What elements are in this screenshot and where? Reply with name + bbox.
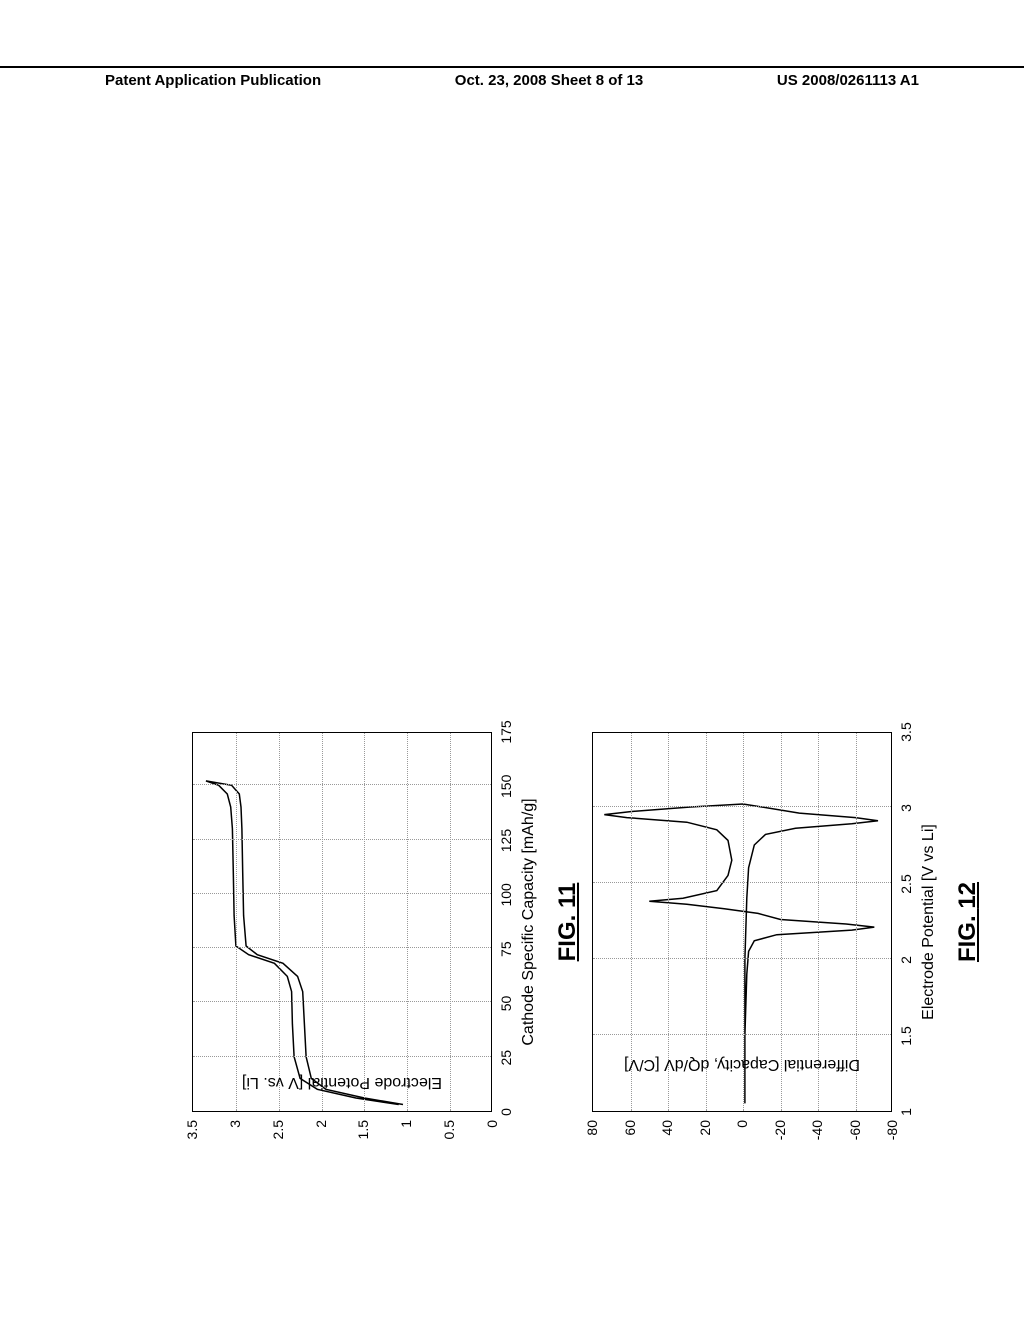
- ytick-label: 0: [484, 1120, 500, 1160]
- ytick-label: 1: [398, 1120, 414, 1160]
- ytick-label: -40: [809, 1120, 825, 1160]
- ytick-label: 2: [313, 1120, 329, 1160]
- ytick-label: 80: [584, 1120, 600, 1160]
- xtick-label: 1: [898, 1108, 914, 1116]
- xtick-label: 1.5: [898, 1026, 914, 1045]
- xtick-label: 50: [498, 996, 514, 1012]
- ytick-label: 3: [227, 1120, 243, 1160]
- ytick-label: -80: [884, 1120, 900, 1160]
- xtick-label: 175: [498, 720, 514, 743]
- ytick-label: 40: [659, 1120, 675, 1160]
- ytick-label: -60: [847, 1120, 863, 1160]
- ytick-label: 3.5: [184, 1120, 200, 1160]
- xtick-label: 150: [498, 775, 514, 798]
- figures-rotated-group: Electrode Potential [V vs. Li] Cathode S…: [132, 28, 892, 1052]
- xtick-label: 125: [498, 829, 514, 852]
- fig-12-xlabel: Electrode Potential [V vs Li]: [920, 824, 938, 1020]
- fig-12-ylabel: Differential Capacity, dQ/dV [C/V]: [624, 1055, 860, 1073]
- fig-11-xlabel: Cathode Specific Capacity [mAh/g]: [520, 798, 538, 1045]
- xtick-label: 100: [498, 883, 514, 906]
- xtick-label: 75: [498, 941, 514, 957]
- fig-11-caption: FIG. 11: [554, 883, 582, 962]
- xtick-label: 25: [498, 1050, 514, 1066]
- xtick-label: 3.5: [898, 722, 914, 741]
- fig-12-caption: FIG. 12: [954, 882, 982, 962]
- fig-11: Electrode Potential [V vs. Li] Cathode S…: [192, 732, 492, 1112]
- ytick-label: 0.5: [441, 1120, 457, 1160]
- fig-11-curve: [193, 731, 493, 1111]
- ytick-label: 2.5: [270, 1120, 286, 1160]
- xtick-label: 0: [498, 1108, 514, 1116]
- ytick-label: 60: [622, 1120, 638, 1160]
- xtick-label: 3: [898, 804, 914, 812]
- fig-11-ylabel: Electrode Potential [V vs. Li]: [242, 1073, 442, 1091]
- fig-12: Differential Capacity, dQ/dV [C/V] Elect…: [592, 732, 892, 1112]
- ytick-label: -20: [772, 1120, 788, 1160]
- xtick-label: 2: [898, 956, 914, 964]
- xtick-label: 2.5: [898, 874, 914, 893]
- ytick-label: 0: [734, 1120, 750, 1160]
- fig-11-plot: [192, 732, 492, 1112]
- ytick-label: 1.5: [355, 1120, 371, 1160]
- ytick-label: 20: [697, 1120, 713, 1160]
